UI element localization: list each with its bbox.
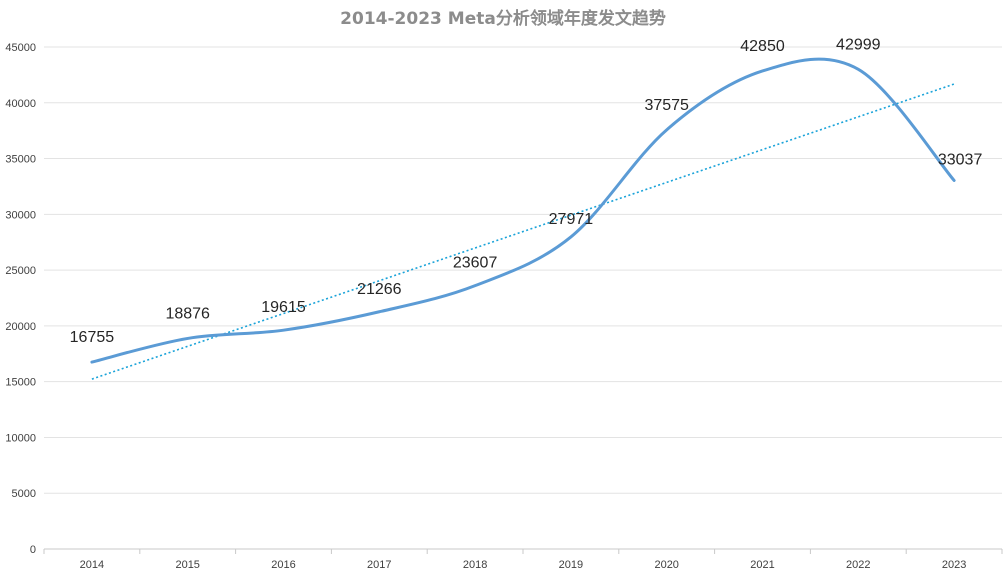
y-tick-label: 40000	[5, 98, 36, 110]
data-label: 33037	[938, 151, 983, 168]
y-tick-label: 35000	[5, 154, 36, 166]
data-label: 18876	[165, 305, 210, 322]
y-tick-label: 15000	[5, 377, 36, 389]
y-tick-label: 45000	[5, 42, 36, 54]
y-tick-label: 0	[30, 544, 36, 556]
data-label: 27971	[549, 211, 594, 228]
y-tick-label: 5000	[12, 488, 36, 500]
y-tick-label: 25000	[5, 265, 36, 277]
x-tick-label: 2014	[80, 559, 104, 571]
x-tick-label: 2022	[846, 559, 870, 571]
data-label: 42999	[836, 36, 881, 53]
data-label: 21266	[357, 281, 402, 298]
y-axis: 0 5000 10000 15000 20000 25000 30000 35000 40000…	[5, 42, 36, 556]
x-tick-label: 2023	[942, 559, 966, 571]
data-label: 42850	[740, 38, 785, 55]
x-tick-label: 2020	[654, 559, 678, 571]
x-tick-label: 2015	[175, 559, 199, 571]
data-label: 16755	[70, 329, 115, 346]
data-labels: 16755 18876 19615 21266 23607 27971 37575 42850…	[70, 36, 983, 346]
x-tick-label: 2021	[750, 559, 774, 571]
gridlines	[44, 46, 1002, 550]
data-label: 37575	[644, 97, 689, 114]
series-group	[90, 57, 956, 364]
trendline	[91, 83, 955, 380]
series-line	[90, 57, 956, 364]
data-label: 19615	[261, 299, 306, 316]
y-tick-label: 20000	[5, 321, 36, 333]
chart-title: 2014-2023 Meta分析领域年度发文趋势	[340, 8, 666, 29]
x-axis: 2014 2015 2016 2017 2018 2019 2020 2021 2022 2023	[43, 549, 1003, 571]
y-tick-label: 10000	[5, 432, 36, 444]
y-tick-label: 30000	[5, 209, 36, 221]
x-tick-label: 2016	[271, 559, 295, 571]
trendline-group	[91, 83, 955, 380]
x-tick-label: 2017	[367, 559, 391, 571]
x-tick-label: 2019	[559, 559, 583, 571]
data-label: 23607	[453, 255, 498, 272]
x-tick-label: 2018	[463, 559, 487, 571]
